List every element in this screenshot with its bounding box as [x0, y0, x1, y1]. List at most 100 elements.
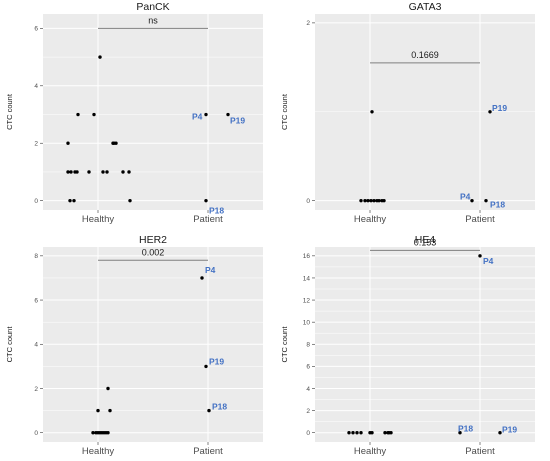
patient-label: P18 [490, 200, 505, 210]
chart-title: HER2 [139, 234, 167, 246]
data-point-patient [204, 364, 208, 369]
data-point-patient [484, 198, 488, 203]
data-point-healthy [92, 112, 96, 117]
data-point-healthy [369, 198, 373, 203]
data-point-healthy [347, 431, 351, 435]
data-point-healthy [383, 431, 387, 435]
data-point-healthy [114, 141, 118, 145]
data-point-patient [200, 276, 204, 280]
data-point-healthy [105, 170, 109, 174]
data-point-healthy [389, 431, 393, 435]
data-point-patient [488, 110, 492, 114]
data-point-healthy [101, 170, 105, 174]
data-point-healthy [351, 431, 355, 435]
y-tick-label: 16 [303, 253, 311, 260]
data-point-healthy [106, 386, 110, 391]
x-tick-label: Patient [465, 214, 495, 225]
data-point-healthy [87, 170, 91, 174]
x-tick-label: Patient [193, 446, 223, 457]
y-axis-label: CTC count [5, 93, 14, 130]
y-tick-label: 2 [34, 141, 38, 148]
data-point-healthy [382, 198, 386, 203]
patient-label: P4 [205, 265, 216, 275]
y-axis-label: CTC count [5, 326, 14, 363]
x-tick-label: Patient [465, 446, 495, 457]
patient-label: P19 [209, 356, 224, 366]
panel-he4: 0 2 4 6 8 10 12 14 16 HE4 Healthy Patient CTC count 0… [280, 234, 535, 457]
data-point-healthy [91, 431, 95, 435]
y-tick-label: 14 [303, 275, 311, 282]
data-point-patient [478, 254, 482, 258]
significance-label: 0.153 [414, 237, 437, 247]
data-point-healthy [108, 408, 112, 413]
data-point-healthy [66, 170, 70, 174]
patient-label: P18 [209, 206, 224, 216]
data-point-healthy [359, 431, 363, 435]
data-point-healthy [98, 55, 102, 59]
patient-label: P4 [192, 112, 203, 122]
data-point-healthy [76, 112, 80, 117]
y-tick-label: 2 [306, 20, 310, 27]
data-point-healthy [128, 198, 132, 203]
chart-title: HE4 [415, 234, 436, 246]
data-point-healthy [377, 198, 381, 203]
data-point-healthy [106, 431, 110, 435]
y-axis-label: CTC count [280, 93, 289, 130]
patient-label: P4 [483, 256, 494, 266]
patient-label: P18 [458, 424, 473, 434]
plot-panel [43, 14, 263, 210]
data-point-healthy [127, 170, 131, 174]
patient-label: P18 [212, 402, 227, 412]
y-tick-label: 0 [306, 430, 310, 437]
patient-label: P19 [230, 116, 245, 126]
data-point-patient [226, 112, 230, 117]
patient-label: P19 [502, 425, 517, 435]
x-tick-label: Healthy [82, 446, 114, 457]
y-tick-label: 0 [34, 430, 38, 437]
y-tick-label: 12 [303, 297, 311, 304]
chart-title: PanCK [136, 1, 169, 13]
patient-label: P19 [492, 103, 507, 113]
data-point-patient [498, 431, 502, 435]
data-point-healthy [363, 198, 367, 203]
significance-label: ns [148, 15, 158, 25]
patient-label: P4 [460, 192, 471, 202]
data-point-patient [470, 198, 474, 203]
significance-label: 0.002 [142, 247, 165, 257]
data-point-healthy [121, 170, 125, 174]
data-point-healthy [370, 110, 374, 114]
y-tick-label: 0 [34, 198, 38, 205]
panel-gata3: 0 2 GATA3 Healthy Patient CTC count 0.1669 P4 P1… [280, 1, 535, 225]
data-point-healthy [96, 408, 100, 413]
y-tick-label: 6 [34, 26, 38, 33]
data-point-healthy [366, 198, 370, 203]
y-axis-label: CTC count [280, 326, 289, 363]
y-tick-label: 6 [306, 364, 310, 371]
x-tick-label: Patient [193, 214, 223, 225]
data-point-healthy [355, 431, 359, 435]
data-point-healthy [75, 170, 79, 174]
data-point-patient [204, 112, 208, 117]
x-tick-label: Healthy [82, 214, 114, 225]
x-tick-label: Healthy [354, 214, 386, 225]
data-point-healthy [359, 198, 363, 203]
y-tick-label: 4 [306, 386, 310, 393]
y-tick-label: 2 [306, 408, 310, 415]
panel-panck: 0 2 4 6 PanCK Healthy Patient CTC count ns P18 P4 P… [5, 1, 263, 225]
y-tick-label: 0 [306, 198, 310, 205]
data-point-healthy [72, 198, 76, 203]
y-tick-label: 10 [303, 319, 311, 326]
data-point-patient [204, 198, 208, 203]
data-point-patient [207, 408, 211, 413]
data-point-healthy [69, 170, 73, 174]
data-point-healthy [370, 431, 374, 435]
data-point-healthy [372, 198, 376, 203]
data-point-healthy [66, 141, 70, 145]
y-tick-label: 8 [306, 342, 310, 349]
y-tick-label: 4 [34, 83, 38, 90]
panel-her2: 0 2 4 6 8 HER2 Healthy Patient CTC count 0.002 P4 P… [5, 234, 263, 457]
y-tick-label: 8 [34, 253, 38, 260]
significance-label: 0.1669 [411, 50, 439, 60]
data-point-patient [458, 431, 462, 435]
